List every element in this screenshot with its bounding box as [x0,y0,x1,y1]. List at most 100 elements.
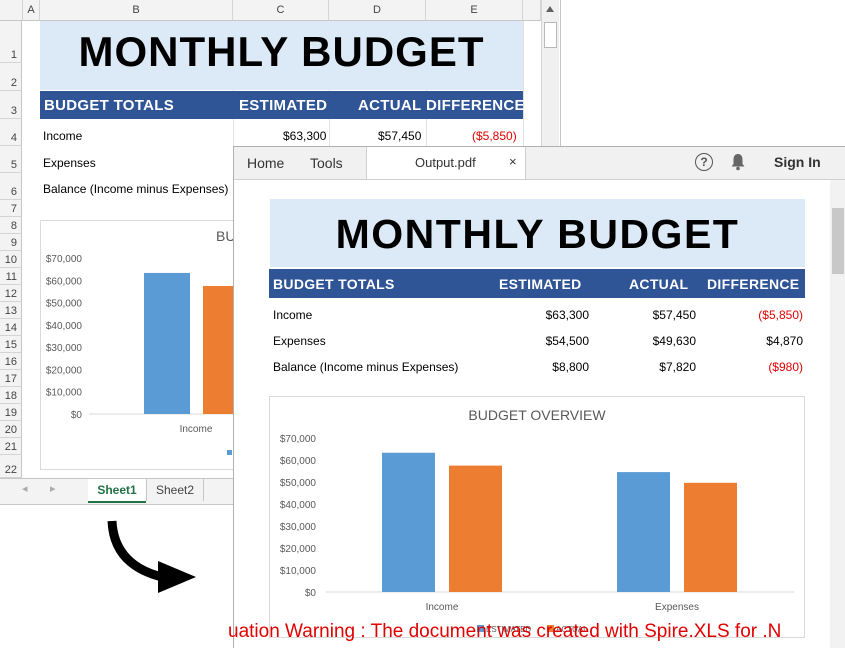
scroll-up-icon[interactable] [546,6,554,12]
cell-income-actual[interactable]: $57,450 [378,129,422,143]
pdf-vertical-scrollbar[interactable] [830,180,845,648]
bar-actual-expenses [684,482,737,592]
excel-y-tick-label: $20,000 [46,365,83,376]
row-header-22[interactable]: 22 [0,455,22,478]
excel-y-tick-label: $0 [71,410,83,421]
column-header-b[interactable]: B [40,0,233,21]
pdf-row-difference: $4,870 [766,334,803,348]
row-header-2[interactable]: 2 [0,63,22,91]
title-band [40,21,523,90]
scroll-thumb[interactable] [544,22,557,48]
excel-legend-swatch [227,450,232,455]
row-header-15[interactable]: 15 [0,336,22,353]
curved-arrow-icon [107,520,196,593]
pdf-title-band [270,199,805,267]
row-header-21[interactable]: 21 [0,438,22,455]
cell-expenses-label[interactable]: Expenses [43,156,96,170]
menu-tools[interactable]: Tools [310,155,343,171]
select-all-corner[interactable] [0,0,23,21]
row-header-4[interactable]: 4 [0,119,22,146]
column-header-d[interactable]: D [329,0,426,21]
tab-sheet1[interactable]: Sheet1 [88,479,146,503]
excel-y-tick-label: $10,000 [46,388,83,399]
row-header-9[interactable]: 9 [0,234,22,251]
row-header-10[interactable]: 10 [0,251,22,268]
y-tick-label: $20,000 [280,544,317,555]
sheet-title[interactable]: MONTHLY BUDGET [78,28,485,75]
row-header-11[interactable]: 11 [0,268,22,285]
cell-balance-label[interactable]: Balance (Income minus Expenses) [43,182,229,196]
tab-sheet2[interactable]: Sheet2 [146,479,204,501]
cell-income-label[interactable]: Income [43,129,83,143]
pdf-header-actual: ACTUAL [629,276,689,292]
excel-chart-svg: BU $70,000 $60,000 $50,000 $40,000 $30,000 $2… [46,228,249,455]
header-band [40,91,523,119]
excel-y-tick-label: $50,000 [46,299,83,310]
pdf-row-label: Expenses [273,334,326,348]
y-tick-label: $70,000 [280,434,317,445]
pdf-viewer-window: Home Tools Output.pdf × ? Sign In MONTHL… [233,146,845,648]
column-header-e[interactable]: E [426,0,523,21]
pdf-toolbar: Home Tools Output.pdf × ? Sign In [234,147,845,180]
header-actual[interactable]: ACTUAL [358,97,422,114]
bar-estimated-expenses [617,472,670,592]
pdf-row-label: Balance (Income minus Expenses) [273,360,459,374]
pdf-page-title: MONTHLY BUDGET [335,211,740,257]
row-header-6[interactable]: 6 [0,173,22,200]
excel-y-tick-label: $60,000 [46,276,83,287]
y-tick-label: $50,000 [280,478,317,489]
header-difference[interactable]: DIFFERENCE [426,97,525,114]
column-header-a[interactable]: A [23,0,40,21]
bell-icon[interactable] [730,153,746,171]
help-icon[interactable]: ? [695,153,713,171]
row-header-19[interactable]: 19 [0,404,22,421]
bar-estimated-income [382,452,435,592]
pdf-scroll-thumb[interactable] [832,208,844,274]
row-header-18[interactable]: 18 [0,387,22,404]
row-header-14[interactable]: 14 [0,319,22,336]
menu-home[interactable]: Home [247,155,285,171]
row-header-8[interactable]: 8 [0,217,22,234]
y-tick-label: $40,000 [280,500,317,511]
pdf-row-actual: $7,820 [659,360,696,374]
row-header-12[interactable]: 12 [0,285,22,302]
row-header-5[interactable]: 5 [0,146,22,173]
excel-y-tick-label: $30,000 [46,343,83,354]
excel-chart[interactable]: BU $70,000 $60,000 $50,000 $40,000 $30,000 $2… [40,220,249,470]
tab-output-pdf[interactable]: Output.pdf × [366,147,526,179]
x-category-label: Income [426,602,459,613]
pdf-row-difference: ($5,850) [758,308,803,322]
pdf-row-estimated: $63,300 [545,308,589,322]
cell-income-estimated[interactable]: $63,300 [283,129,327,143]
pdf-row-label: Income [273,308,313,322]
row-header-3[interactable]: 3 [0,91,22,119]
row-header-16[interactable]: 16 [0,353,22,370]
y-tick-label: $0 [305,588,317,599]
header-estimated[interactable]: ESTIMATED [239,97,328,114]
pdf-row-actual: $57,450 [652,308,696,322]
tab-scroll-right-icon[interactable]: ▸ [50,483,56,495]
pdf-header-budget-totals: BUDGET TOTALS [273,276,395,292]
row-header-13[interactable]: 13 [0,302,22,319]
excel-y-tick-label: $70,000 [46,254,83,265]
column-header-f[interactable] [523,0,541,21]
row-header-20[interactable]: 20 [0,421,22,438]
close-icon[interactable]: × [509,154,517,169]
pdf-chart: BUDGET OVERVIEW $70,000 $60,000 $50,000 $40,… [269,396,805,638]
legend-swatch [547,625,554,632]
y-tick-label: $30,000 [280,522,317,533]
y-tick-label: $60,000 [280,456,317,467]
pdf-row-actual: $49,630 [652,334,696,348]
row-header-7[interactable]: 7 [0,200,22,217]
tab-scroll-left-icon[interactable]: ◂ [22,483,28,495]
column-header-c[interactable]: C [233,0,329,21]
header-budget-totals[interactable]: BUDGET TOTALS [44,97,175,114]
pdf-row-estimated: $8,800 [552,360,589,374]
row-header-1[interactable]: 1 [0,21,22,63]
y-tick-label: $10,000 [280,566,317,577]
legend-swatch [477,625,484,632]
pdf-row-difference: ($980) [768,360,803,374]
cell-income-difference[interactable]: ($5,850) [472,129,517,143]
sign-in-button[interactable]: Sign In [774,154,821,170]
row-header-17[interactable]: 17 [0,370,22,387]
